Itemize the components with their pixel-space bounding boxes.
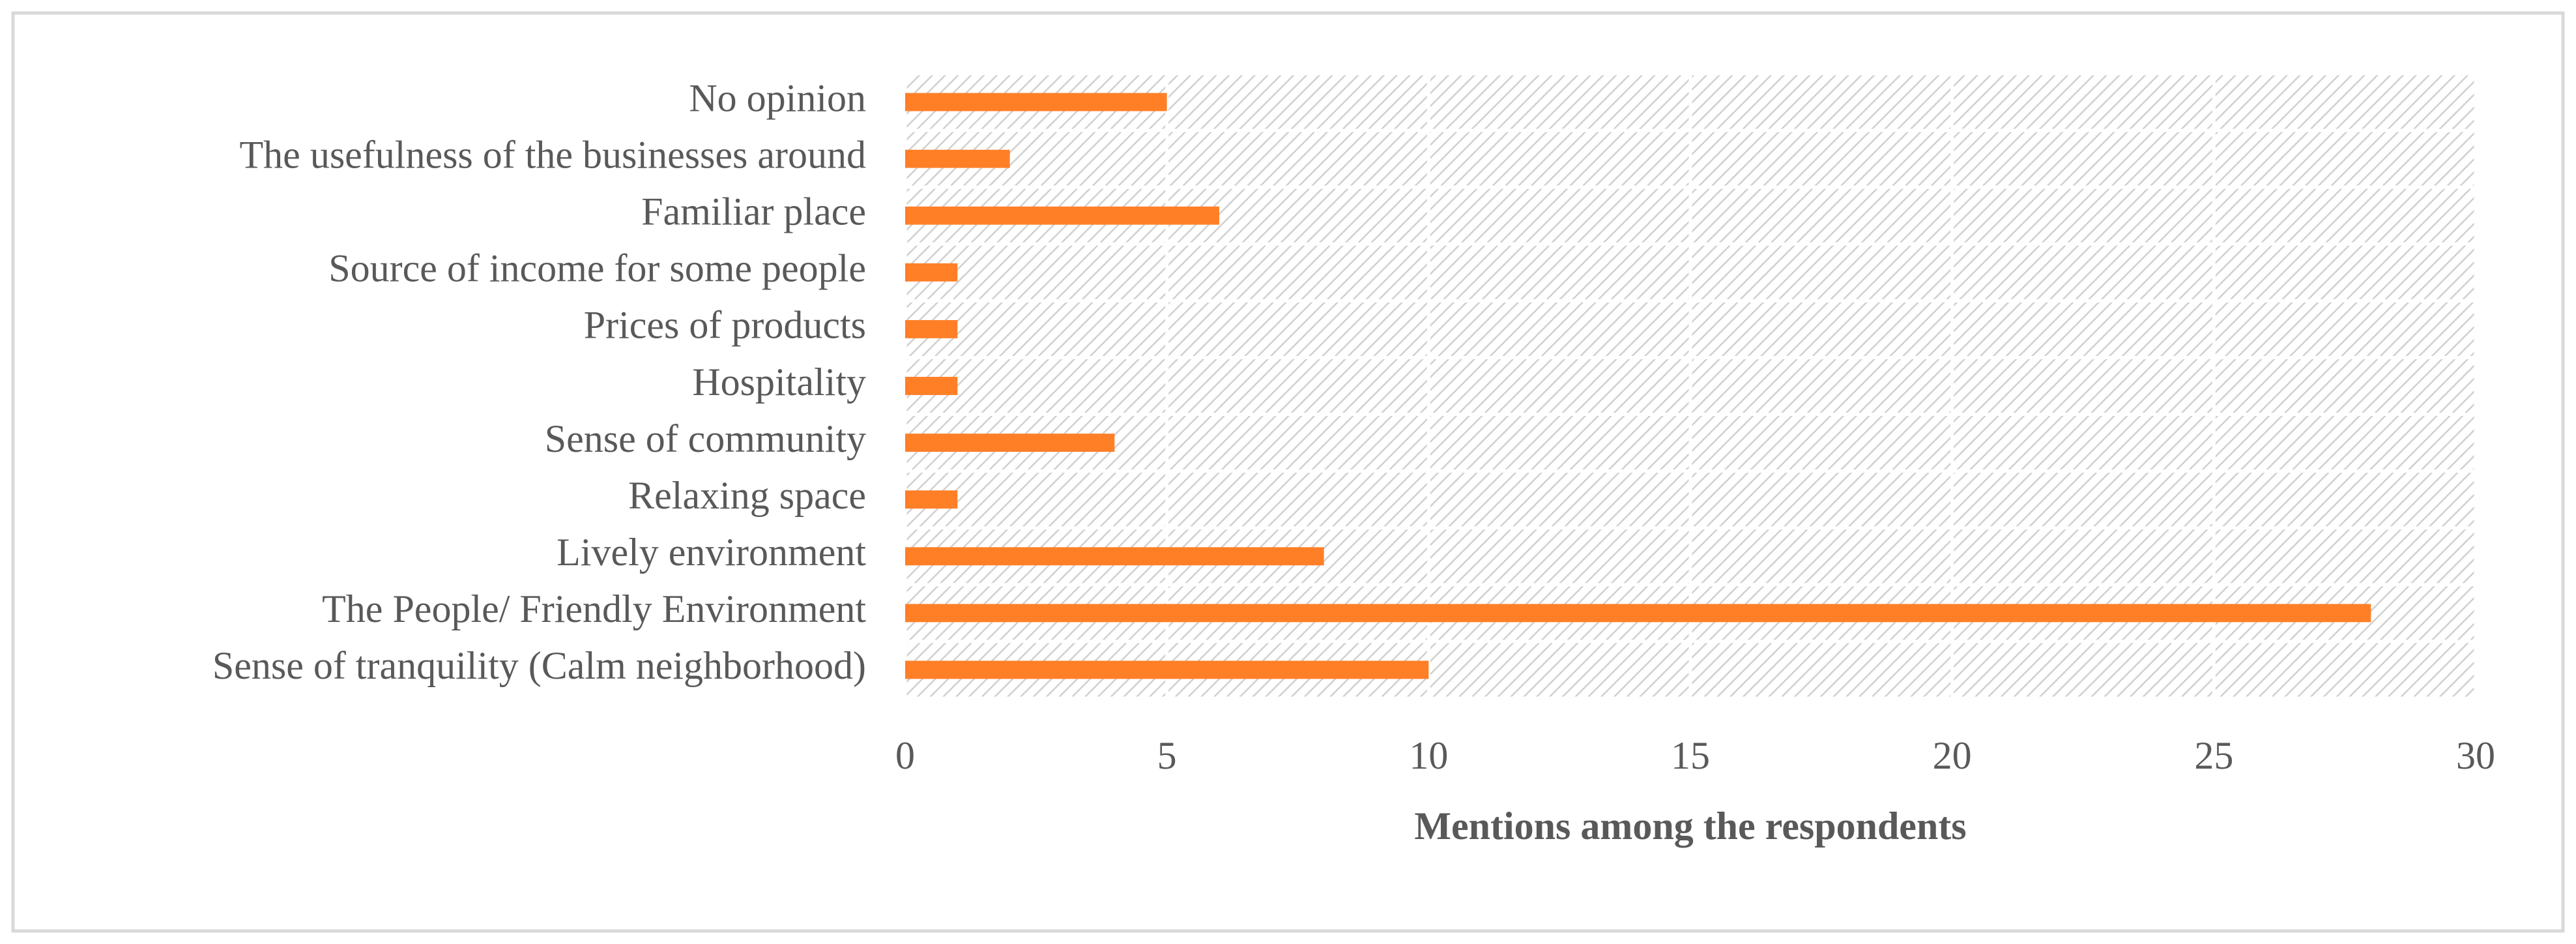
bar <box>905 547 1324 566</box>
bar <box>905 660 1429 679</box>
bar <box>905 93 1167 111</box>
bar <box>905 263 958 282</box>
y-tick-label: No opinion <box>689 76 866 119</box>
x-tick-label: 30 <box>2456 734 2495 777</box>
bar <box>905 604 2371 623</box>
y-tick-label: Source of income for some people <box>328 247 866 290</box>
y-tick-label: Relaxing space <box>628 474 866 517</box>
x-tick-label: 15 <box>1671 734 1710 777</box>
y-tick-label: Lively environment <box>557 531 866 574</box>
x-tick-label: 5 <box>1157 734 1177 777</box>
y-tick-label: The People/ Friendly Environment <box>322 587 866 630</box>
bar <box>905 490 958 509</box>
x-tick-label: 25 <box>2194 734 2233 777</box>
y-tick-label: Hospitality <box>692 361 866 404</box>
y-tick-label: Prices of products <box>584 304 866 347</box>
x-axis-title: Mentions among the respondents <box>1414 804 1966 848</box>
x-tick-label: 20 <box>1933 734 1972 777</box>
y-tick-label: Familiar place <box>641 190 866 233</box>
bar <box>905 206 1219 225</box>
y-tick-label: Sense of tranquility (Calm neighborhood) <box>212 644 866 687</box>
bar <box>905 434 1115 452</box>
y-tick-label: Sense of community <box>545 417 866 460</box>
x-tick-label: 10 <box>1409 734 1448 777</box>
bar <box>905 319 958 338</box>
x-tick-label: 0 <box>895 734 915 777</box>
bar <box>905 149 1010 168</box>
y-tick-label: The usefulness of the businesses around <box>240 133 866 176</box>
bar <box>905 377 958 395</box>
